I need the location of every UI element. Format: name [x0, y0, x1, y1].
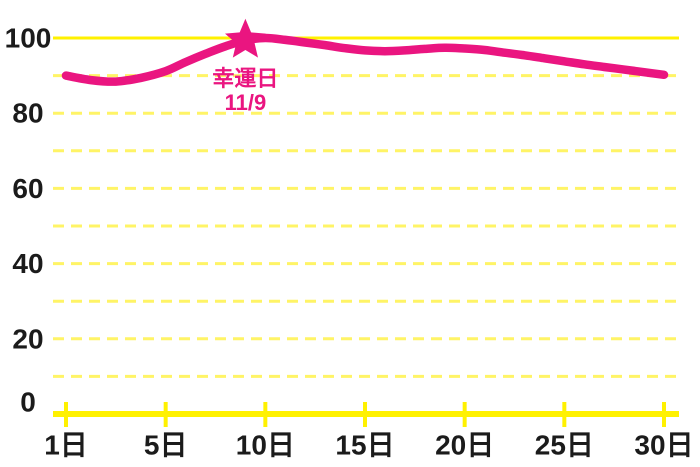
y-tick-label-80: 80 [12, 98, 43, 129]
x-tick-label-day-1: 1日 [44, 430, 88, 461]
gridlines-layer [53, 36, 680, 378]
x-tick-label-day-30: 30日 [634, 430, 693, 461]
x-tick-label-day-5: 5日 [144, 430, 188, 461]
y-tick-label-0: 0 [20, 387, 36, 418]
series-layer [61, 18, 669, 86]
annotation-layer: 幸運日 11/9 [212, 66, 278, 115]
x-tick-label-day-15: 15日 [335, 430, 394, 461]
y-tick-label-100: 100 [5, 23, 52, 54]
lucky-day-star-icon [225, 18, 266, 58]
x-tick-label-day-25: 25日 [535, 430, 594, 461]
x-tick-label-day-20: 20日 [435, 430, 494, 461]
lucky-day-date-label: 11/9 [225, 90, 267, 115]
fortune-line [61, 33, 669, 86]
axes-layer: 1日 5日 10日 15日 20日 25日 30日 0 20 40 60 80 100 [5, 23, 694, 461]
lucky-day-label: 幸運日 [212, 66, 278, 91]
y-tick-label-40: 40 [12, 248, 43, 279]
y-tick-label-60: 60 [12, 173, 43, 204]
y-tick-label-20: 20 [12, 323, 43, 354]
x-tick-label-day-10: 10日 [236, 430, 295, 461]
